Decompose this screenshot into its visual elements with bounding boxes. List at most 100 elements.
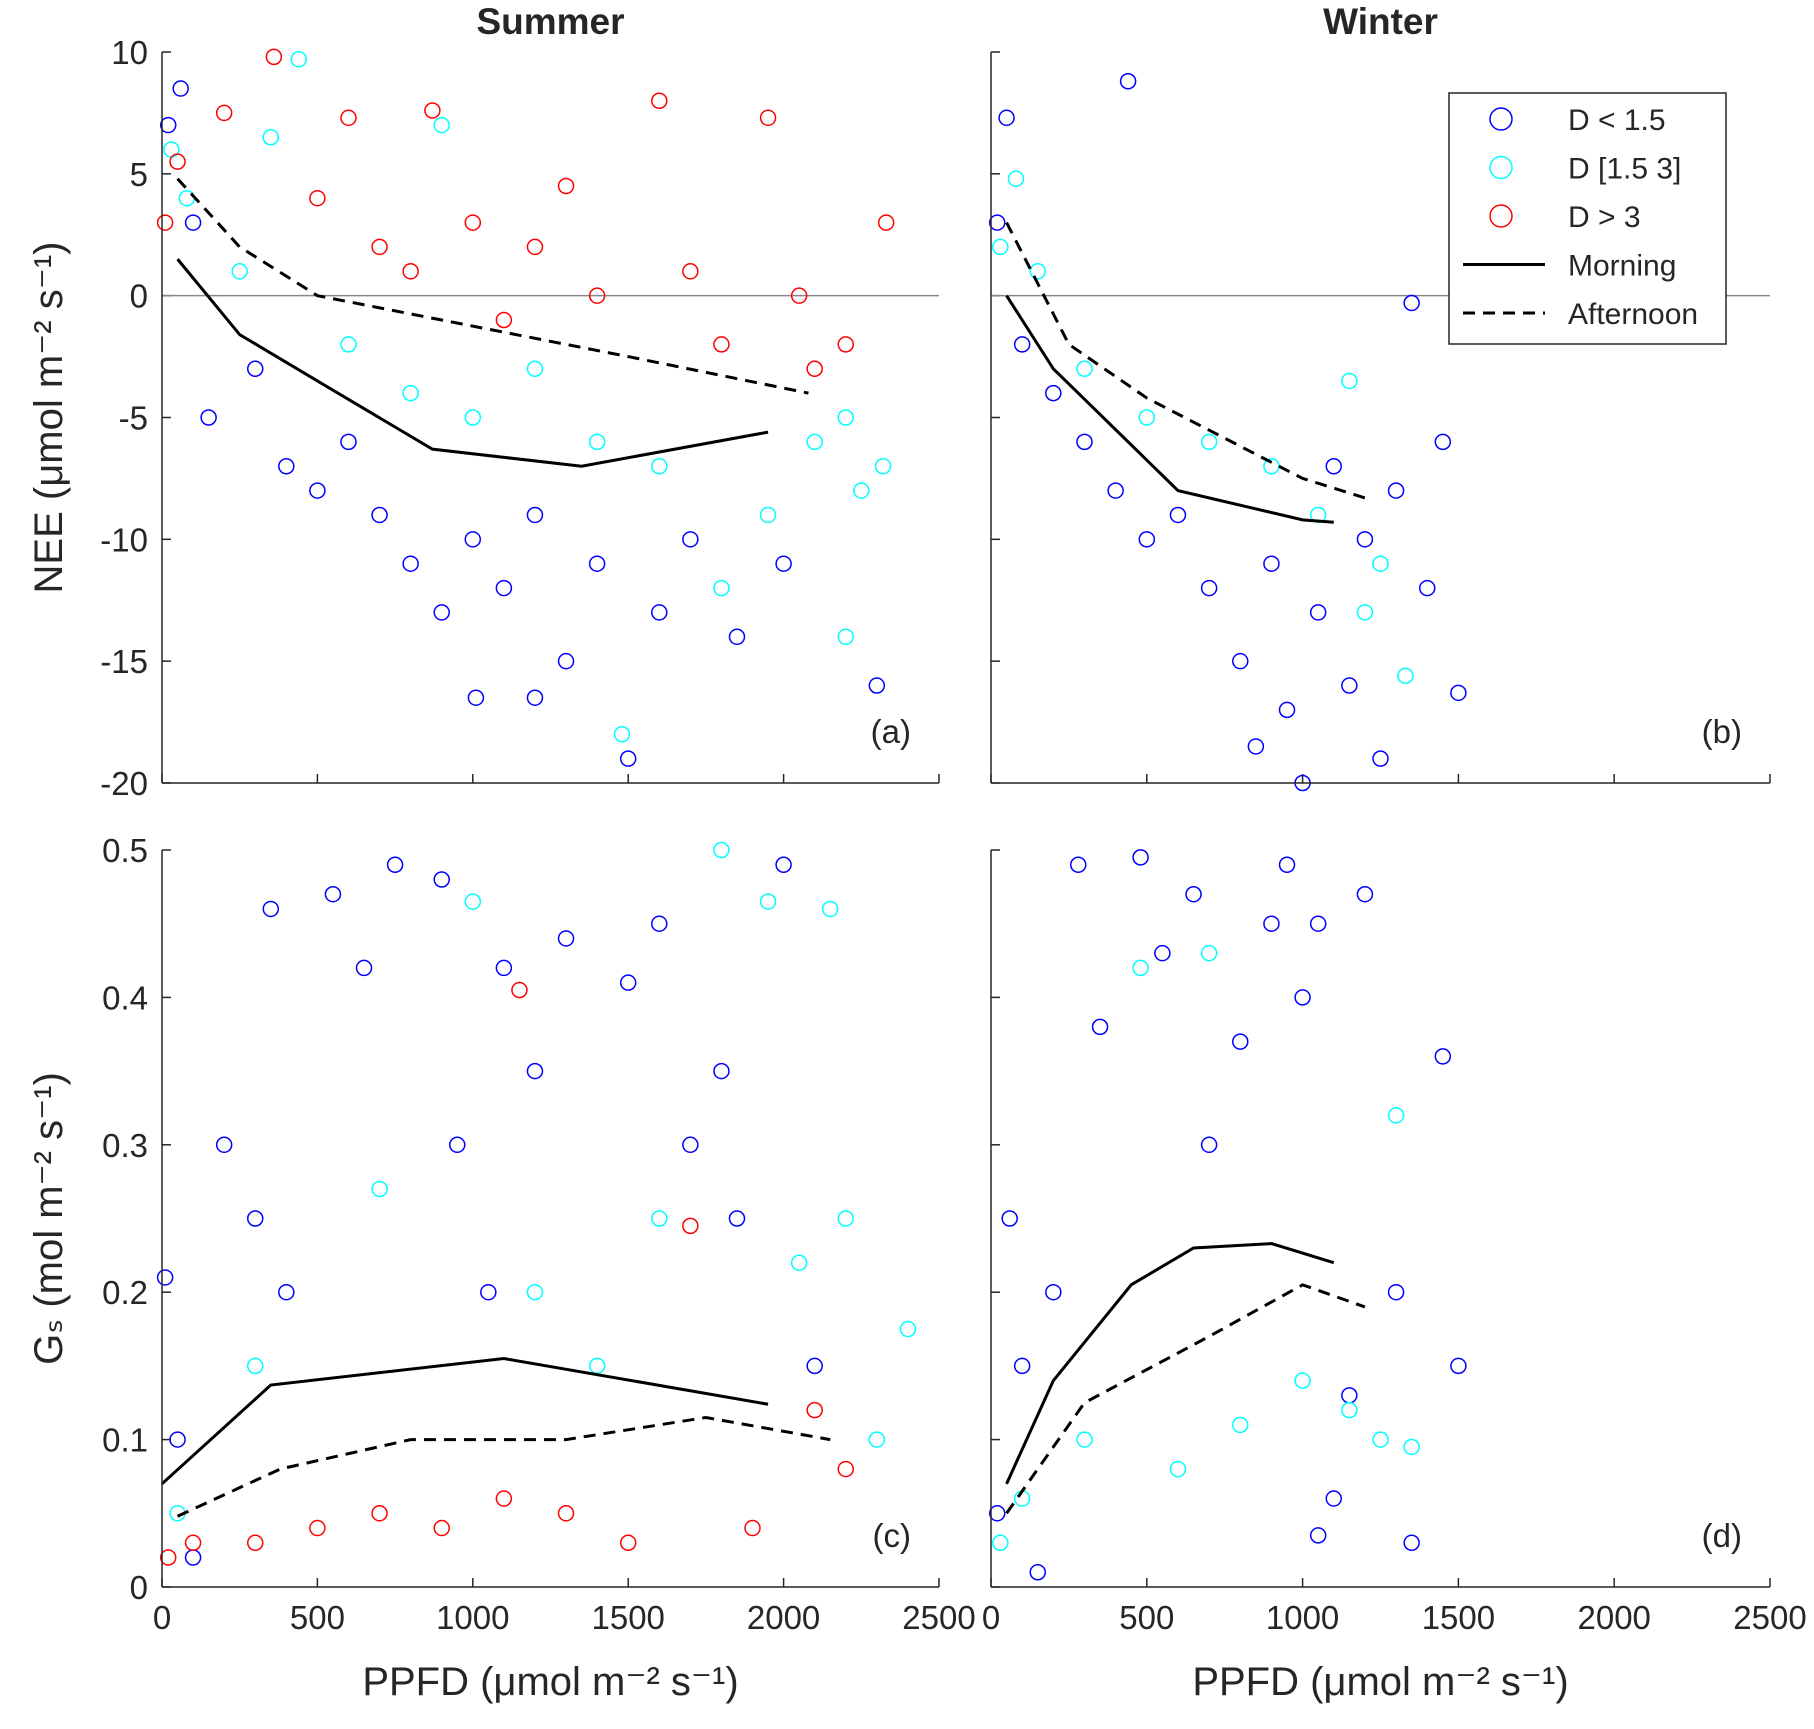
data-point [449, 1136, 466, 1154]
y-axis-label: Gₛ (mol m⁻² s⁻¹) [27, 1072, 71, 1365]
y-axis-label: NEE (μmol m⁻² s⁻¹) [27, 242, 71, 594]
data-point [309, 1519, 326, 1537]
data-point [1372, 555, 1389, 572]
data-point [1372, 750, 1389, 767]
x-axis-label: PPFD (μmol m⁻² s⁻¹) [1192, 1660, 1568, 1704]
data-point [246, 1357, 264, 1375]
y-tick-label: -15 [100, 643, 148, 680]
trend-line [176, 258, 769, 468]
data-point [402, 384, 419, 402]
data-point [1154, 944, 1171, 962]
data-point [402, 263, 419, 280]
data-point [713, 1062, 730, 1080]
data-point [728, 628, 746, 646]
data-point [619, 1534, 637, 1552]
data-point [821, 900, 839, 918]
data-point [1309, 915, 1327, 932]
data-point [526, 238, 544, 256]
data-point [759, 893, 777, 910]
data-point [1309, 1527, 1327, 1544]
data-point [526, 689, 544, 706]
data-point [1091, 1018, 1109, 1036]
trend-line [176, 177, 809, 395]
x-tick-label: 1500 [1422, 1599, 1495, 1636]
y-tick-label: 0.1 [102, 1422, 148, 1459]
data-point [874, 457, 892, 475]
data-point [467, 689, 485, 706]
data-point [246, 1210, 264, 1227]
x-tick-label: 500 [1119, 1599, 1174, 1636]
panel-title: Summer [476, 1, 624, 42]
data-point [1045, 384, 1062, 402]
data-point [651, 604, 668, 621]
data-point [1247, 738, 1265, 755]
data-point [790, 287, 808, 304]
data-point [324, 885, 342, 903]
data-point [169, 1431, 186, 1448]
data-point [682, 1217, 699, 1235]
data-point [290, 51, 308, 68]
data-point [1001, 1210, 1018, 1227]
data-point [231, 263, 248, 280]
data-point [1076, 360, 1093, 378]
data-point [1013, 1357, 1031, 1375]
data-point [1107, 482, 1124, 499]
data-point [1372, 1431, 1389, 1448]
data-point [588, 433, 606, 451]
y-tick-label: 5 [130, 156, 148, 193]
data-point [464, 893, 482, 910]
data-point [433, 871, 450, 888]
data-point [1341, 1401, 1358, 1419]
data-point [464, 409, 482, 426]
data-point [526, 1283, 544, 1301]
data-point [526, 1062, 544, 1080]
trend-line [1005, 221, 1366, 500]
data-point [744, 1519, 761, 1537]
data-point [557, 177, 575, 195]
data-point [1200, 1136, 1218, 1154]
data-point [156, 214, 174, 231]
data-point [588, 287, 606, 304]
x-tick-label: 2500 [1733, 1599, 1806, 1636]
data-point [262, 129, 280, 146]
data-point [433, 116, 450, 134]
data-point [837, 1460, 855, 1478]
data-point [200, 409, 217, 426]
x-tick-label: 1500 [591, 1599, 664, 1636]
data-point [402, 555, 419, 572]
data-point [1119, 72, 1137, 90]
data-point [355, 959, 373, 977]
data-point [682, 263, 699, 280]
trend-line [1005, 294, 1334, 524]
data-point [215, 1136, 233, 1154]
data-point [682, 531, 699, 548]
x-tick-label: 0 [153, 1599, 171, 1636]
y-tick-label: -10 [100, 521, 148, 558]
data-point [790, 1254, 808, 1271]
data-point [988, 1505, 1006, 1522]
data-point [246, 360, 264, 378]
data-point [184, 1549, 202, 1566]
data-point [464, 214, 482, 231]
legend-label: D > 3 [1568, 201, 1641, 234]
data-point [278, 1283, 295, 1301]
y-tick-label: -20 [100, 765, 148, 802]
data-point [340, 433, 357, 451]
data-point [1200, 433, 1218, 451]
data-point [837, 1210, 855, 1227]
data-point [278, 457, 295, 475]
data-point [1232, 1033, 1249, 1050]
data-point [1132, 959, 1149, 977]
data-point [651, 1210, 668, 1227]
data-point [1263, 915, 1280, 932]
data-point [899, 1320, 917, 1338]
y-tick-label: 0.2 [102, 1274, 148, 1311]
data-point [1138, 409, 1156, 426]
panel-label: (d) [1702, 1517, 1742, 1554]
data-point [837, 628, 855, 646]
data-point [1278, 856, 1296, 873]
data-point [1232, 1416, 1249, 1434]
data-point [1341, 372, 1358, 390]
data-point [557, 1505, 575, 1522]
y-tick-label: 0 [130, 278, 148, 315]
